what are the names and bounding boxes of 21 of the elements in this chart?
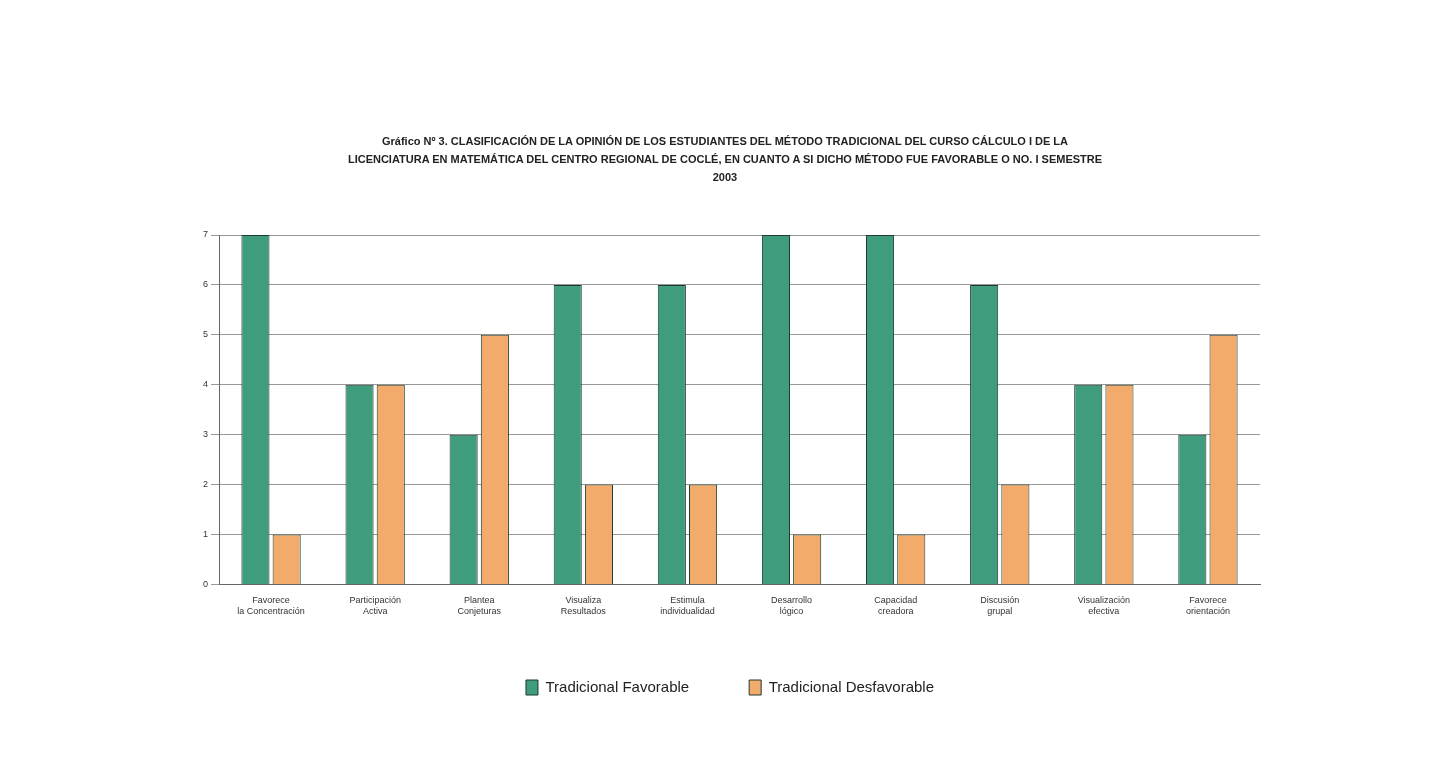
x-tick-label: Estimula individualidad [660,595,715,617]
x-tick-label: Visualiza Resultados [560,595,607,617]
x-tick-label: Favorece orientación [1185,595,1230,617]
legend-label: Tradicional Favorable [545,677,690,695]
y-tick-label: 5 [202,329,209,340]
y-tick-label: 6 [202,279,209,290]
x-tick-label: Desarrollo lógico [771,595,813,617]
x-tick-label: Participación Activa [349,595,401,617]
x-tick-label: Capacidad creadora [874,595,918,617]
chart-title: Gráfico Nº 3. CLASIFICACIÓN DE LA OPINIÓN DE LOS ESTUDIANTES DEL MÉTODO TRADICIONAL DEL CURSO CÁLCULO I DE LA LICENCIATURA EN MATEMÁTICA DEL CENTRO REGIONAL DE COCLÉ, EN CUANTO A SI DICHO MÉTODO FUE FAVORABLE O NO. I SEMESTRE 2003 [346,134,1104,185]
x-tick-label: Discusión grupal [980,595,1020,617]
x-tick-label: Visualización efectiva [1077,595,1131,617]
y-tick-label: 1 [202,528,209,539]
x-tick-label: Plantea Conjeturas [457,595,502,617]
y-tick-label: 7 [202,229,209,240]
x-tick-label: Favorece la Concentración [237,595,305,617]
legend-label: Tradicional Desfavorable [768,677,935,695]
y-tick-label: 2 [202,479,209,490]
y-tick-label: 4 [202,379,209,390]
y-tick-label: 0 [202,578,209,589]
y-tick-label: 3 [202,429,209,440]
